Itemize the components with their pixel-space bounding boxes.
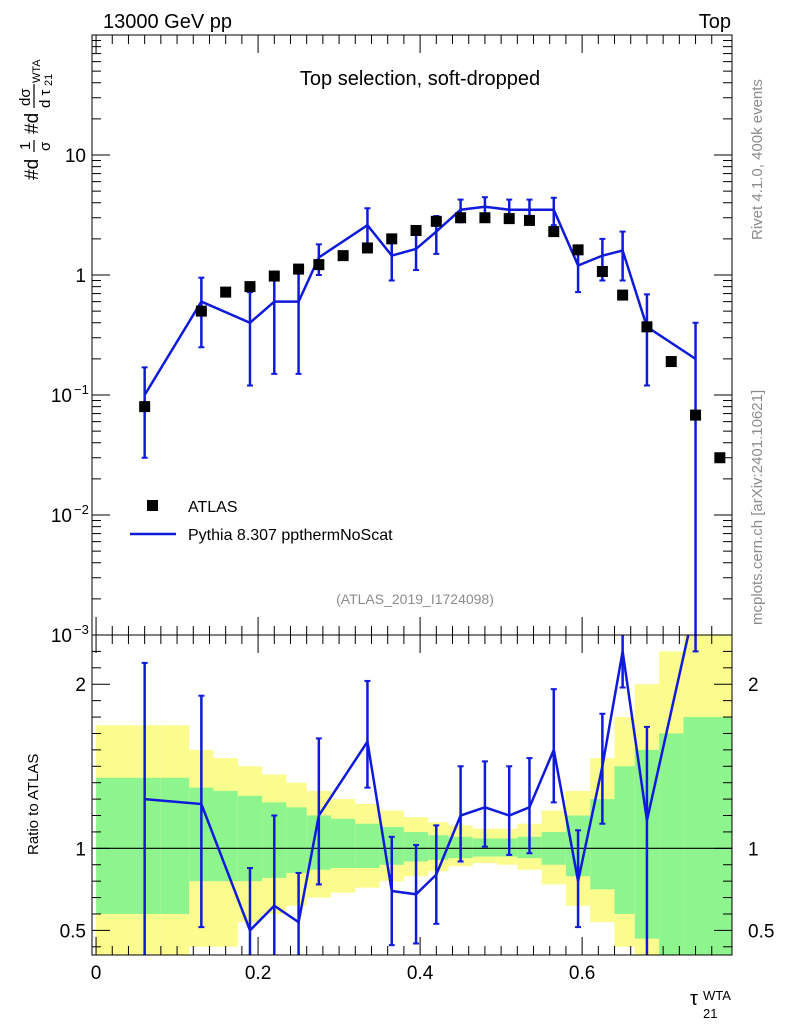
main-frame: [91, 34, 733, 636]
x-tick-label: 0.2: [245, 963, 271, 984]
process-label: Top: [699, 11, 731, 33]
data-point: [548, 226, 560, 238]
inner-uncertainty-band: [497, 838, 518, 857]
inner-uncertainty-band: [286, 807, 307, 873]
ratio-frame: [91, 634, 733, 956]
ratio-tick-label-left: 2: [75, 675, 86, 696]
mc-series-line: [143, 205, 697, 396]
data-point: [665, 356, 677, 368]
y-label-dtau: d τ: [37, 89, 54, 108]
data-point: [503, 213, 515, 225]
x-axis-label: τ WTA 21: [690, 988, 731, 1021]
data-point: [268, 270, 280, 282]
x-label-21: 21: [703, 1006, 717, 1021]
ratio-tick-label-left: 1: [75, 839, 86, 860]
ratio-panel: 0.5 0.5 1 1 2 2: [60, 635, 774, 955]
x-label-wta: WTA: [703, 988, 731, 1003]
inner-uncertainty-band: [428, 835, 449, 860]
y-tick-exponent: −3: [74, 622, 89, 637]
data-point: [523, 214, 535, 226]
ratio-tick-label-right: 0.5: [748, 921, 774, 942]
inner-uncertainty-band: [96, 777, 129, 914]
y-label-d2: #d: [22, 113, 43, 134]
source-label: mcplots.cern.ch [arXiv:2401.10621]: [749, 390, 766, 625]
y-label-sigma: σ: [37, 141, 54, 151]
inner-uncertainty-band: [160, 777, 190, 914]
y-tick-label: 10: [51, 626, 72, 647]
data-point: [410, 224, 422, 236]
y-tick-label: 10: [51, 506, 72, 527]
data-point: [337, 250, 349, 262]
data-point: [596, 265, 608, 277]
ratio-y-label: Ratio to ATLAS: [25, 754, 42, 855]
data-point: [572, 244, 584, 256]
data-point: [220, 286, 232, 298]
ratio-tick-label-left: 0.5: [60, 921, 86, 942]
inner-uncertainty-band: [355, 823, 380, 869]
inner-uncertainty-band: [659, 733, 684, 955]
legend-marker-atlas: [147, 500, 158, 511]
data-point: [313, 259, 325, 271]
data-point: [293, 263, 305, 275]
y-tick-label: 10: [65, 146, 86, 167]
data-point: [430, 215, 442, 227]
x-tick-label: 0.6: [569, 963, 595, 984]
y-label-one: 1: [17, 142, 34, 150]
data-point: [386, 233, 398, 245]
rivet-label: Rivet 4.1.0, 400k events: [749, 79, 766, 240]
inner-uncertainty-band: [237, 795, 263, 882]
inner-uncertainty-band: [683, 717, 732, 955]
data-point: [195, 305, 207, 317]
x-tick-label: 0.4: [407, 963, 434, 984]
y-label-d1: #d: [22, 159, 43, 180]
ratio-tick-label-right: 1: [748, 839, 759, 860]
data-point: [714, 452, 726, 464]
y-tick-exponent: −2: [74, 502, 89, 517]
data-point: [244, 281, 256, 293]
data-point: [479, 212, 491, 224]
data-point: [361, 242, 373, 254]
data-point: [139, 401, 151, 413]
x-label-tau: τ: [690, 988, 698, 1010]
inner-uncertainty-band: [614, 766, 635, 914]
y-tick-label: 1: [75, 266, 86, 287]
ratio-tick-label-right: 2: [748, 675, 759, 696]
legend-label-mc: Pythia 8.307 ppthermNoScat: [188, 527, 393, 544]
y-axis-label: #d 1 σ #d dσ d τ WTA 21: [17, 59, 55, 180]
data-point: [455, 212, 467, 224]
y-label-wta: WTA: [31, 59, 43, 83]
data-point: [641, 321, 653, 333]
inner-uncertainty-band: [330, 818, 356, 869]
y-tick-label: 10: [51, 386, 72, 407]
data-point: [617, 289, 629, 301]
main-panel: Top selection, soft-dropped (ATLAS_2019_…: [51, 34, 732, 647]
energy-label: 13000 GeV pp: [103, 11, 232, 33]
chart-title: Top selection, soft-dropped: [300, 68, 540, 90]
y-tick-exponent: −1: [74, 382, 89, 397]
data-point: [690, 409, 702, 421]
ratio-mc-line: [144, 635, 690, 933]
x-tick-label: 0: [91, 963, 102, 984]
y-label-21: 21: [43, 74, 55, 86]
analysis-id-label: (ATLAS_2019_I1724098): [336, 591, 494, 607]
y-label-dsigma: dσ: [17, 88, 34, 106]
legend: ATLAS Pythia 8.307 ppthermNoScat: [130, 499, 393, 544]
legend-label-atlas: ATLAS: [188, 499, 238, 516]
